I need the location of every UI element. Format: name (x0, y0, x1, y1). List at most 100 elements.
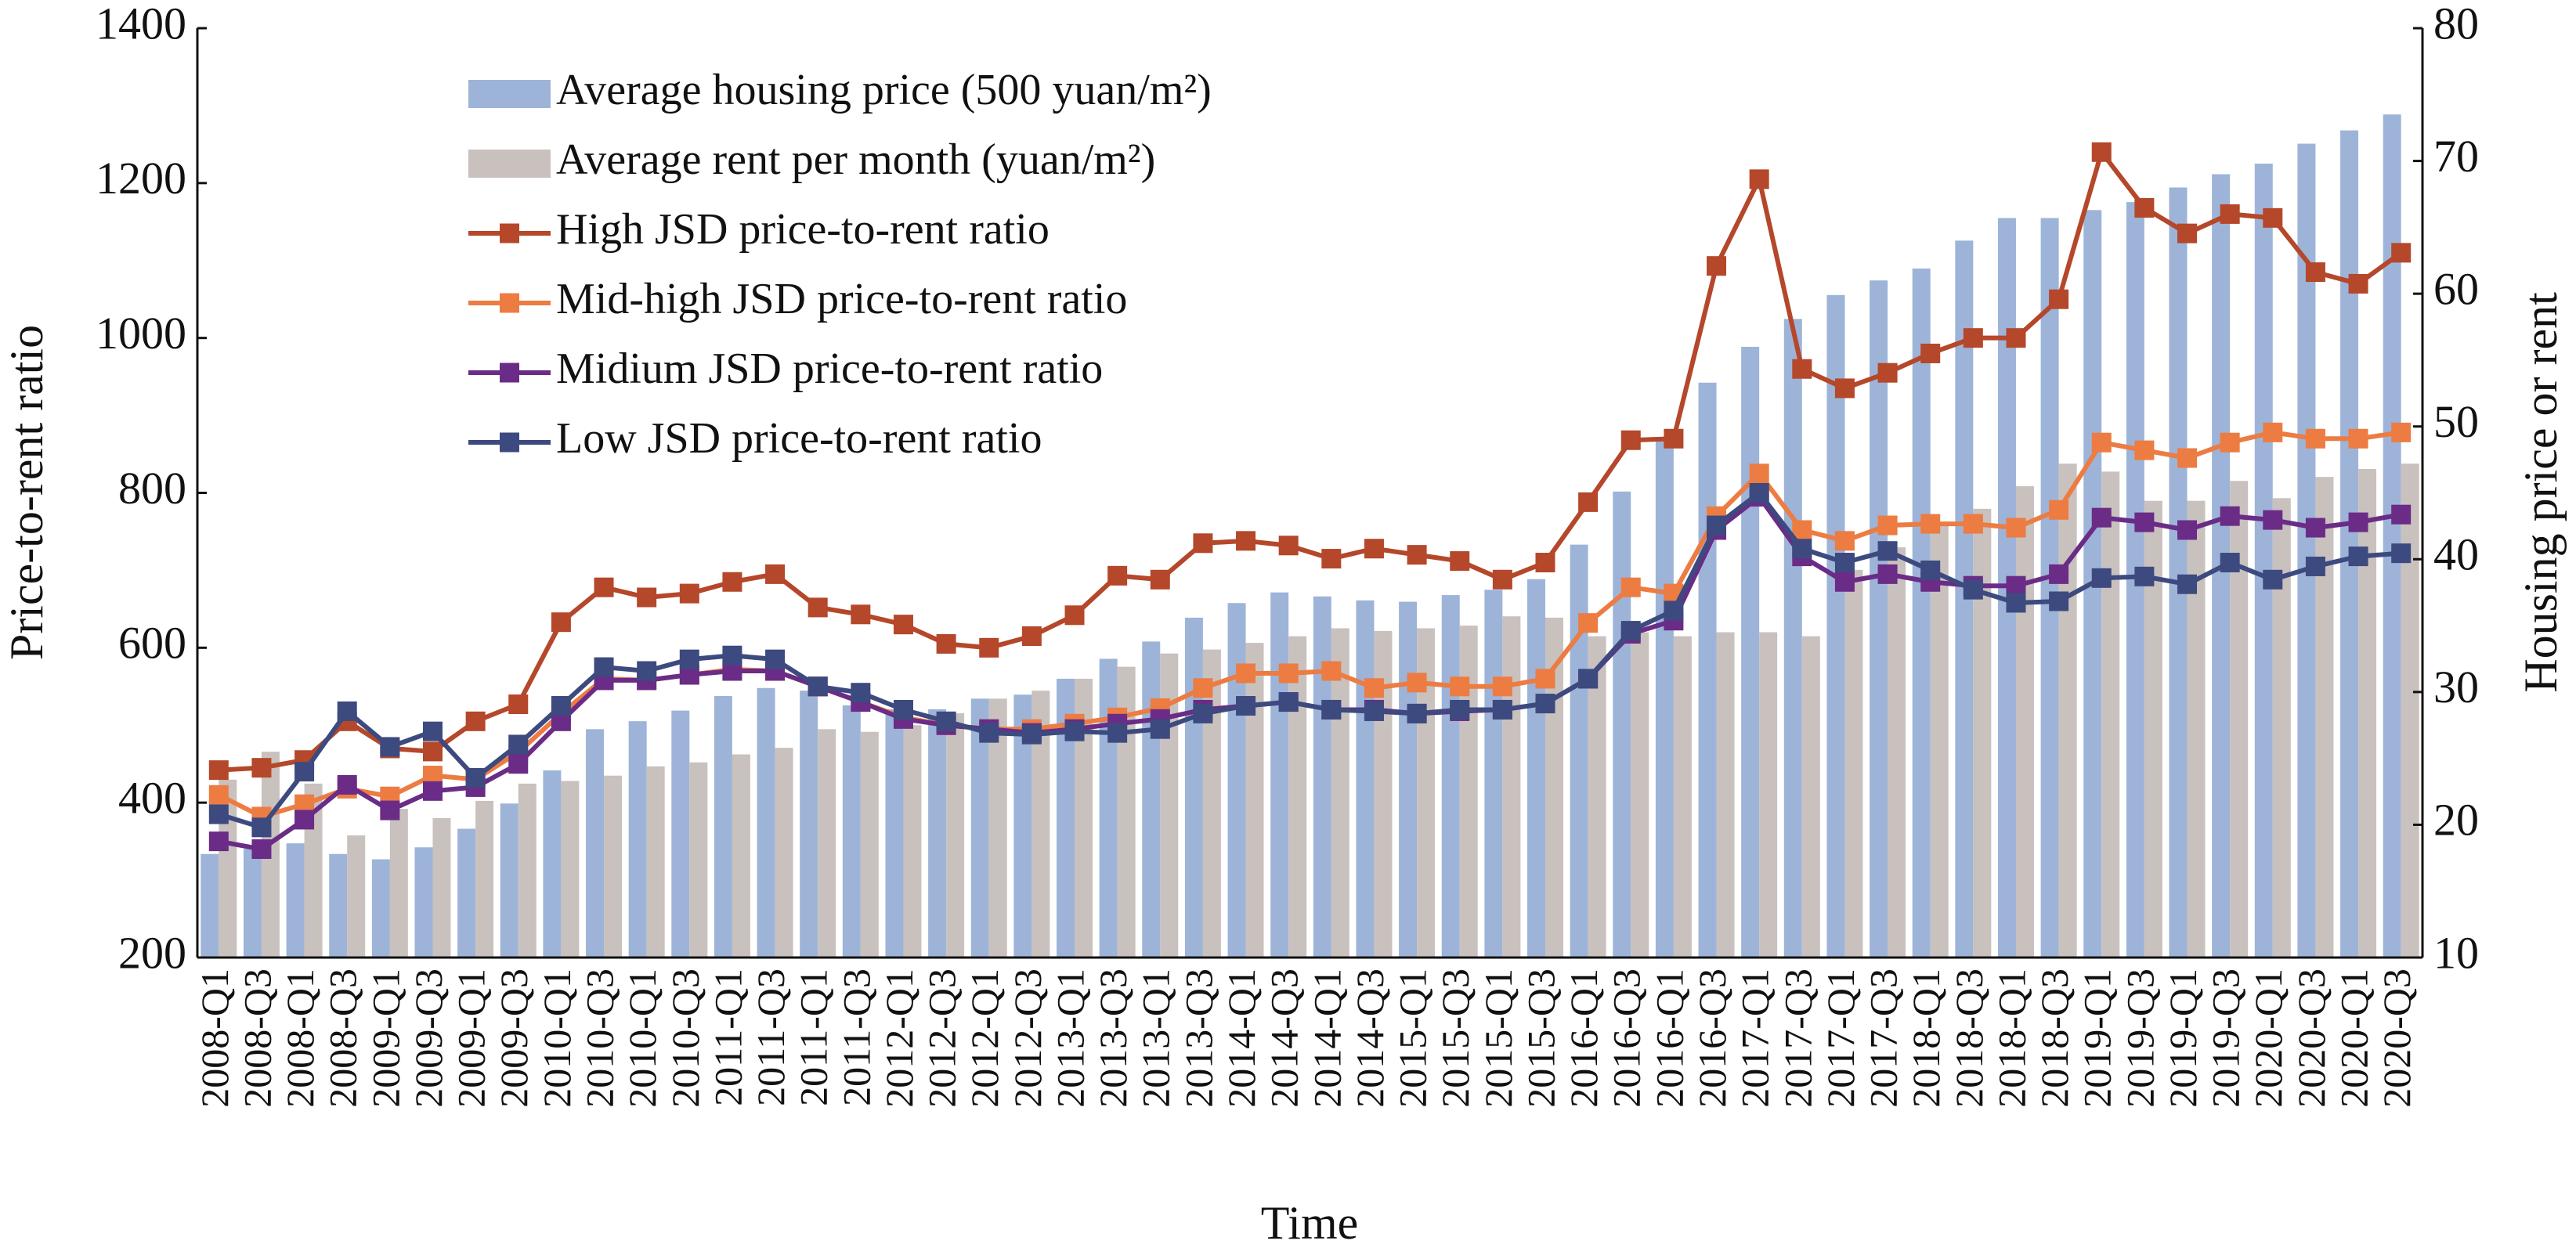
marker (251, 839, 272, 860)
marker (1963, 514, 1983, 534)
x-tick-label: 2017-Q3 (1776, 968, 1819, 1108)
bar (1716, 632, 1735, 958)
marker (1834, 572, 1855, 592)
marker (679, 649, 699, 669)
x-tick-label: 2010-Q3 (577, 968, 621, 1108)
bar (1741, 346, 1760, 958)
bar (885, 709, 904, 958)
marker (1021, 626, 1042, 646)
bar (389, 809, 408, 958)
marker (1877, 541, 1898, 561)
marker (722, 645, 742, 665)
x-tick-label: 2019-Q3 (2204, 968, 2248, 1108)
bar (775, 748, 793, 958)
y-axis-title: Price-to-rent ratio (1, 325, 52, 660)
bar (1870, 280, 1888, 958)
bar (1142, 641, 1161, 958)
bar (347, 835, 366, 958)
bar (2015, 486, 2034, 958)
y-tick-label: 200 (118, 927, 186, 978)
marker (208, 785, 229, 805)
marker (208, 831, 229, 852)
marker (2134, 512, 2155, 532)
marker (637, 661, 657, 681)
x-tick-label: 2010-Q3 (663, 968, 707, 1108)
legend-marker (500, 362, 519, 383)
marker (1064, 605, 1085, 626)
bar (1698, 382, 1717, 958)
legend-label: Average rent per month (yuan/m²) (556, 135, 1155, 184)
marker (422, 741, 443, 762)
marker (851, 604, 871, 625)
marker (2049, 289, 2069, 309)
bar (2340, 130, 2359, 958)
marker (508, 734, 529, 755)
marker (1920, 514, 1941, 534)
bar (1441, 595, 1460, 958)
marker (208, 760, 229, 781)
bar (371, 859, 390, 958)
x-tick-label: 2009-Q1 (450, 968, 493, 1108)
x-tick-label: 2020-Q1 (2332, 968, 2376, 1108)
marker (2177, 520, 2198, 540)
bar (243, 848, 262, 958)
x-tick-label: 2008-Q1 (278, 968, 322, 1108)
marker (1236, 696, 1256, 716)
legend-label: Mid-high JSD price-to-rent ratio (556, 275, 1127, 323)
bar (1245, 643, 1264, 958)
marker (2049, 591, 2069, 611)
marker (2134, 566, 2155, 586)
marker (2006, 575, 2026, 596)
x-tick-label: 2010-Q1 (620, 968, 664, 1108)
marker (1664, 601, 1684, 621)
marker (2305, 428, 2325, 449)
marker (807, 676, 828, 697)
marker (1792, 359, 1812, 379)
x-tick-label: 2015-Q1 (1476, 968, 1520, 1108)
marker (294, 762, 315, 782)
marker (508, 754, 529, 774)
marker (380, 800, 400, 821)
bar (2169, 187, 2188, 958)
x-tick-label: 2014-Q3 (1263, 968, 1306, 1108)
marker (1792, 539, 1812, 559)
marker (1877, 362, 1898, 383)
marker (1834, 378, 1855, 399)
bar (928, 709, 947, 958)
bar (1631, 632, 1649, 958)
marker (2391, 422, 2412, 442)
bar (2101, 471, 2120, 958)
marker (1278, 663, 1299, 684)
bar (1826, 294, 1845, 958)
marker (1107, 723, 1128, 743)
x-tick-label: 2009-Q3 (492, 968, 536, 1108)
marker (2263, 422, 2283, 442)
marker (893, 615, 913, 635)
legend-label: High JSD price-to-rent ratio (556, 205, 1050, 254)
bar (2058, 463, 2077, 958)
y2-tick-label: 60 (2433, 263, 2479, 314)
x-tick-label: 2012-Q3 (1006, 968, 1050, 1108)
marker (936, 711, 956, 731)
marker (1021, 724, 1042, 745)
marker (337, 701, 357, 721)
x-tick-label: 2015-Q3 (1433, 968, 1477, 1108)
marker (1193, 533, 1213, 554)
marker (337, 774, 357, 795)
line (218, 490, 2401, 830)
bar (818, 729, 836, 958)
y2-tick-label: 70 (2433, 131, 2479, 182)
bar (1202, 649, 1221, 958)
marker (1193, 703, 1213, 723)
marker (765, 564, 786, 584)
marker (2263, 207, 2283, 228)
marker (1620, 621, 1641, 641)
bar (2272, 498, 2291, 958)
marker (551, 696, 571, 716)
y2-axis-title: Housing price or rent (2515, 292, 2567, 693)
marker (679, 583, 699, 604)
bar (2358, 468, 2377, 958)
x-tick-label: 2016-Q3 (1605, 968, 1649, 1108)
marker (1749, 483, 1769, 503)
marker (251, 758, 272, 778)
